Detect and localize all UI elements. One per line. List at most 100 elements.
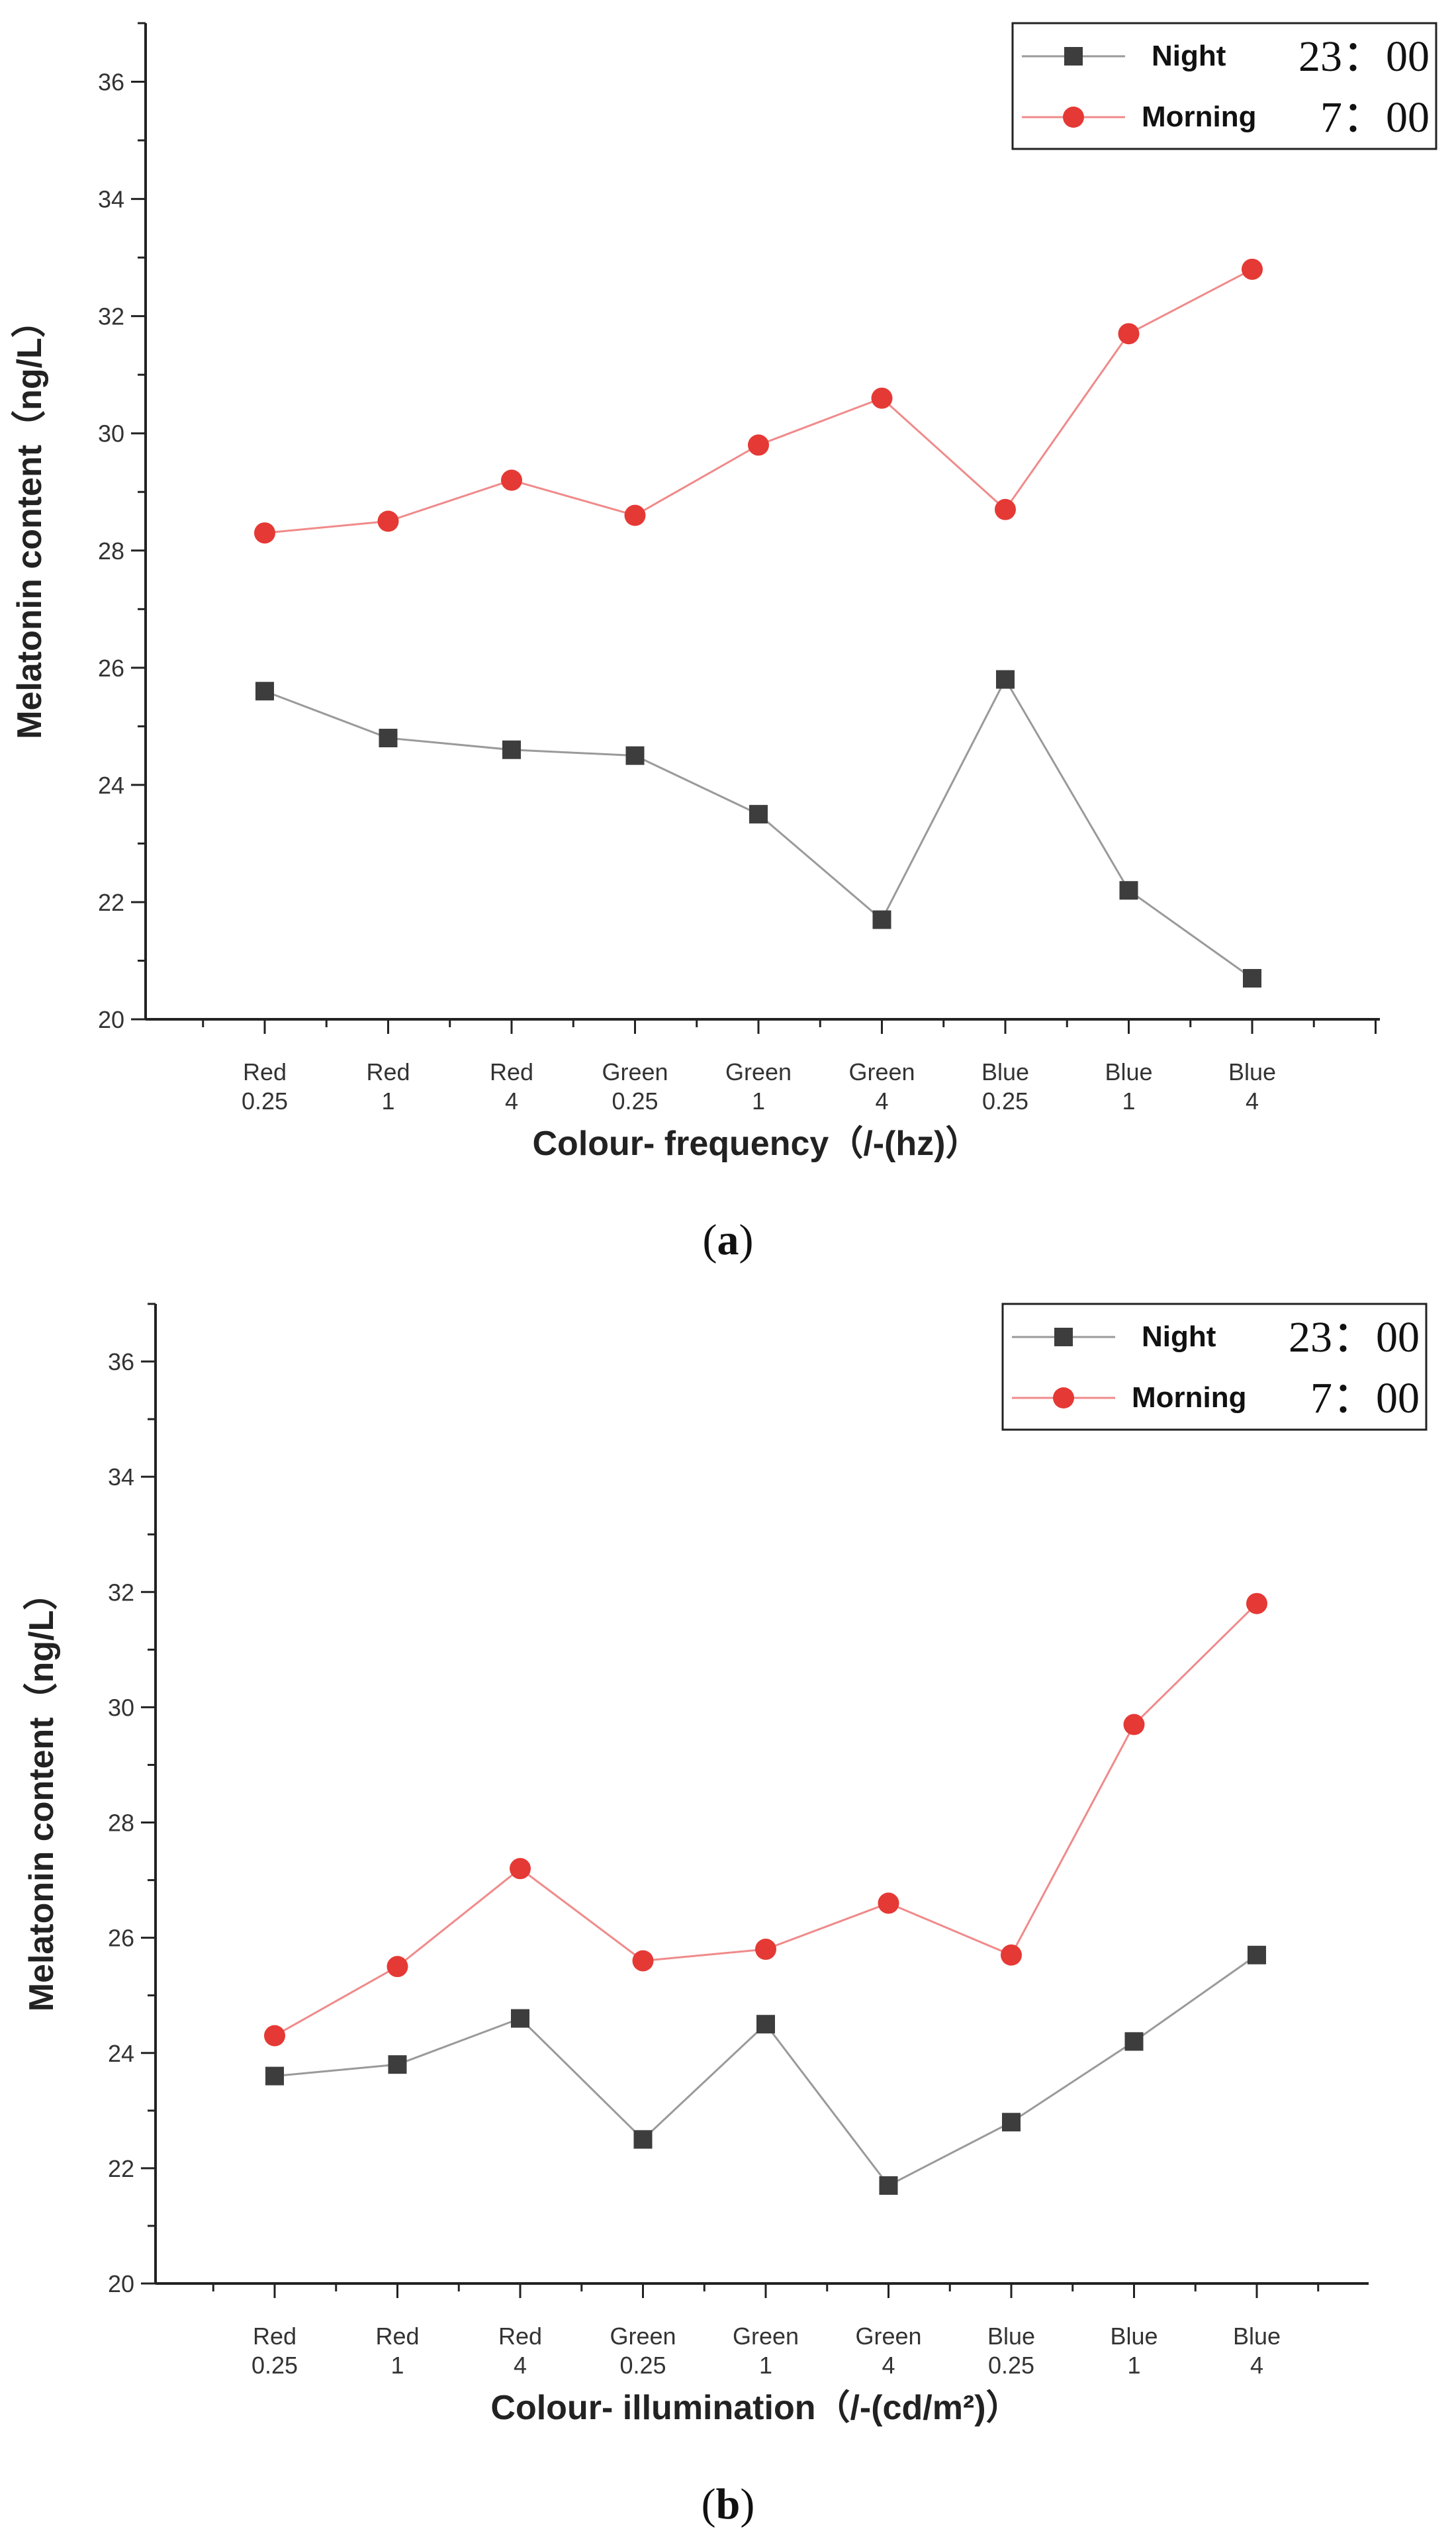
caption-open-paren: ( — [702, 2480, 716, 2528]
data-point-night — [625, 746, 645, 765]
x-tick-colour: Green — [602, 1058, 668, 1085]
data-point-night — [879, 2176, 898, 2195]
data-point-morning — [377, 510, 399, 532]
x-tick-value: 0.25 — [619, 2352, 666, 2379]
y-tick-label: 26 — [108, 1925, 134, 1952]
x-tick-label: Red 0.25 — [242, 1058, 288, 1115]
data-point-night — [872, 910, 891, 929]
legend-marker-morning — [1063, 107, 1084, 128]
x-tick-label: Blue 0.25 — [981, 1058, 1029, 1115]
x-tick-label: Red 4 — [498, 2323, 542, 2379]
x-tick-value: 4 — [1246, 1087, 1259, 1115]
data-point-morning — [501, 469, 522, 491]
x-tick-value: 4 — [882, 2352, 895, 2379]
legend-marker-night — [1054, 1328, 1073, 1346]
x-tick-colour: Green — [725, 1058, 792, 1085]
data-point-night — [749, 805, 768, 824]
x-tick-colour: Green — [855, 2323, 921, 2350]
data-point-morning — [748, 434, 769, 456]
caption-close-paren: ) — [740, 2480, 754, 2528]
data-point-night — [388, 2055, 407, 2074]
x-tick-label: Green 0.25 — [610, 2323, 676, 2379]
legend-label-night: Night — [1142, 1320, 1216, 1353]
y-tick-label: 32 — [98, 303, 124, 330]
data-point-morning — [624, 504, 646, 526]
data-point-morning — [632, 1950, 654, 1972]
x-tick-value: 1 — [759, 2352, 772, 2379]
x-tick-label: Green 4 — [848, 1058, 915, 1115]
y-tick-label: 20 — [108, 2270, 134, 2297]
y-tick-label: 24 — [98, 772, 124, 799]
y-axis-label: Melatonin content（ng/L） — [23, 1576, 61, 2012]
x-tick-colour: Blue — [1110, 2323, 1158, 2350]
legend-marker-night — [1064, 47, 1083, 66]
caption-letter: b — [716, 2480, 741, 2528]
data-point-night — [756, 2015, 775, 2034]
x-tick-colour: Red — [490, 1058, 533, 1085]
x-tick-colour: Blue — [1228, 1058, 1276, 1085]
legend-time-night: 23：00 — [1298, 32, 1430, 81]
caption-letter: a — [717, 1216, 739, 1264]
x-tick-colour: Red — [375, 2323, 419, 2350]
data-point-night — [379, 729, 398, 748]
data-point-morning — [1242, 258, 1263, 280]
x-tick-colour: Red — [253, 2323, 296, 2350]
x-tick-label: Red 4 — [490, 1058, 533, 1115]
x-tick-value: 4 — [875, 1087, 888, 1115]
y-tick-label: 30 — [98, 420, 124, 447]
series-line-morning — [274, 1602, 1258, 2037]
data-point-night — [1248, 1945, 1266, 1964]
series-line-night — [274, 1954, 1257, 2187]
x-tick-label: Blue 4 — [1233, 2323, 1281, 2379]
x-tick-label: Green 1 — [733, 2323, 799, 2379]
data-point-night — [502, 740, 521, 759]
data-point-night — [1002, 2113, 1021, 2132]
x-tick-value: 1 — [1127, 2352, 1140, 2379]
legend-label-morning: Morning — [1142, 101, 1257, 133]
data-point-morning — [878, 1892, 899, 1914]
x-tick-value: 0.25 — [612, 1087, 658, 1115]
x-tick-label: Green 4 — [855, 2323, 921, 2379]
series-line-night — [264, 677, 1253, 980]
legend-marker-morning — [1053, 1387, 1074, 1408]
y-tick-label: 34 — [98, 186, 124, 213]
y-tick-label: 26 — [98, 655, 124, 682]
legend-time-night: 23：00 — [1289, 1313, 1420, 1361]
y-tick-label: 28 — [108, 1810, 134, 1837]
data-point-night — [265, 2066, 284, 2086]
x-tick-colour: Red — [366, 1058, 410, 1085]
x-tick-value: 4 — [514, 2352, 527, 2379]
x-tick-value: 0.25 — [242, 1087, 288, 1115]
x-tick-value: 1 — [381, 1087, 394, 1115]
x-tick-colour: Blue — [1105, 1058, 1152, 1085]
legend-label-morning: Morning — [1132, 1381, 1247, 1414]
y-tick-label: 22 — [98, 889, 124, 916]
x-tick-value: 1 — [1122, 1087, 1135, 1115]
legend: Night 23：00 Morning 7：00 — [1011, 22, 1437, 150]
x-tick-colour: Blue — [987, 2323, 1035, 2350]
x-tick-label: Red 1 — [375, 2323, 419, 2379]
x-tick-value: 1 — [752, 1087, 765, 1115]
legend-label-night: Night — [1152, 40, 1226, 72]
y-tick-label: 36 — [108, 1348, 134, 1375]
figure-caption: (b) — [702, 2480, 755, 2528]
x-tick-value: 4 — [505, 1087, 518, 1115]
x-axis-label: Colour- frequency（/-(hz)） — [533, 1125, 980, 1163]
data-point-night — [633, 2130, 653, 2149]
y-tick-label: 36 — [98, 69, 124, 96]
x-tick-value: 4 — [1250, 2352, 1263, 2379]
x-tick-colour: Green — [848, 1058, 915, 1085]
y-tick-label: 22 — [108, 2155, 134, 2182]
legend-time-morning: 7：00 — [1320, 93, 1430, 142]
x-tick-label: Green 1 — [725, 1058, 792, 1115]
x-tick-value: 0.25 — [988, 2352, 1034, 2379]
caption-close-paren: ) — [739, 1216, 754, 1264]
data-point-night — [511, 2009, 529, 2028]
figure-caption: (a) — [703, 1216, 754, 1264]
series-line-morning — [264, 268, 1253, 534]
x-tick-colour: Blue — [1233, 2323, 1281, 2350]
x-tick-label: Blue 1 — [1105, 1058, 1152, 1115]
